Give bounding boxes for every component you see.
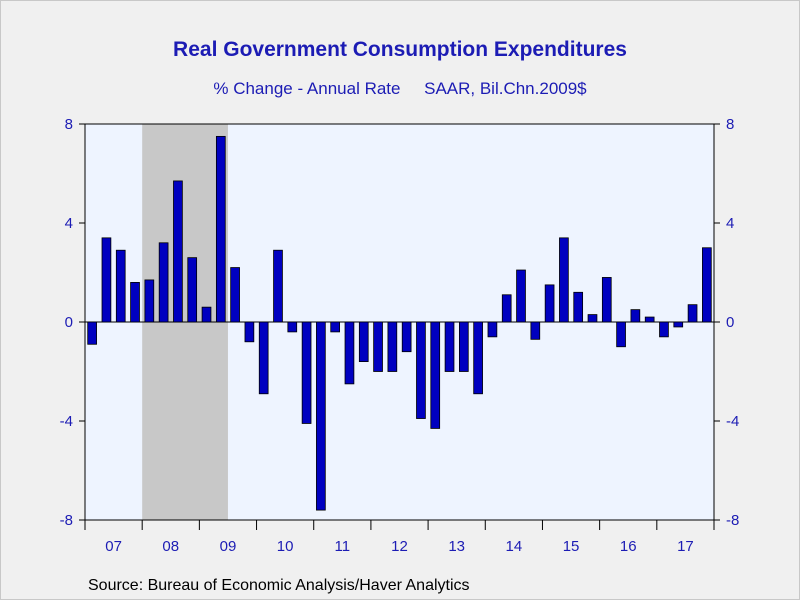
x-tick-label: 14 [506, 538, 523, 555]
y-tick-label-right: 0 [726, 314, 734, 331]
bar-2009Q4 [244, 321, 255, 343]
bar-2017Q2 [673, 321, 684, 328]
y-tick-label-right: -8 [726, 512, 739, 529]
bar-2013Q3 [458, 321, 469, 372]
bar-2013Q4 [473, 321, 483, 395]
bar-2014Q3 [516, 269, 526, 323]
bar-2015Q4 [587, 314, 598, 323]
chart-subtitle: % Change - Annual Rate SAAR, Bil.Chn.200… [213, 79, 587, 98]
y-tick-label-left: -4 [60, 413, 73, 430]
bar-2010Q4 [301, 321, 312, 424]
source-note: Source: Bureau of Economic Analysis/Have… [88, 577, 470, 594]
bar-2012Q1 [373, 321, 383, 372]
bar-2009Q2 [215, 135, 226, 323]
bar-2008Q2 [158, 242, 169, 323]
x-tick-label: 08 [162, 538, 179, 555]
chart-title: Real Government Consumption Expenditures [173, 38, 627, 61]
x-tick-label: 16 [620, 538, 637, 555]
x-tick-label: 13 [448, 538, 465, 555]
bar-2011Q2 [330, 321, 340, 333]
bar-2013Q2 [444, 321, 455, 372]
y-tick-label-right: 4 [726, 215, 734, 232]
bar-2013Q1 [430, 321, 441, 429]
bar-2011Q3 [344, 321, 355, 385]
bar-2017Q3 [687, 304, 698, 323]
x-tick-label: 10 [277, 538, 294, 555]
bar-2010Q1 [258, 321, 269, 395]
bar-2007Q1 [87, 321, 97, 345]
bar-2007Q2 [101, 237, 112, 323]
bar-2016Q2 [616, 321, 626, 348]
bar-2016Q4 [644, 316, 655, 323]
bar-2015Q2 [559, 237, 569, 323]
bar-2012Q2 [387, 321, 398, 372]
y-tick-label-left: 4 [65, 215, 73, 232]
y-tick-label-left: -8 [60, 512, 73, 529]
bar-2012Q4 [416, 321, 426, 419]
bar-2010Q3 [287, 321, 298, 333]
bar-2017Q4 [702, 247, 712, 323]
x-tick-label: 15 [563, 538, 580, 555]
y-tick-label-right: 8 [726, 116, 734, 133]
bar-2007Q4 [130, 281, 140, 323]
bar-2016Q3 [630, 309, 641, 323]
y-tick-label-left: 0 [65, 314, 73, 331]
x-tick-label: 12 [391, 538, 408, 555]
x-tick-label: 09 [220, 538, 237, 555]
bar-2014Q4 [530, 321, 541, 340]
bar-2009Q3 [230, 267, 240, 323]
x-tick-label: 17 [677, 538, 694, 555]
bar-2015Q1 [544, 284, 555, 323]
bar-2007Q3 [115, 249, 126, 323]
bar-2011Q1 [316, 321, 326, 511]
y-tick-label-right: -4 [726, 413, 739, 430]
bar-2008Q3 [173, 180, 183, 323]
bar-2017Q1 [659, 321, 669, 338]
x-tick-label: 11 [335, 538, 351, 555]
bar-2014Q1 [487, 321, 498, 338]
bar-2009Q1 [201, 306, 212, 323]
bar-2016Q1 [601, 277, 612, 323]
bar-2012Q3 [401, 321, 412, 353]
bar-2010Q2 [273, 249, 283, 323]
x-tick-label: 07 [105, 538, 122, 555]
bar-2014Q2 [501, 294, 512, 323]
bar-2015Q3 [573, 291, 584, 323]
bar-2008Q1 [144, 279, 155, 323]
bar-2008Q4 [187, 257, 198, 323]
y-tick-label-left: 8 [65, 116, 73, 133]
bar-2011Q4 [358, 321, 369, 362]
